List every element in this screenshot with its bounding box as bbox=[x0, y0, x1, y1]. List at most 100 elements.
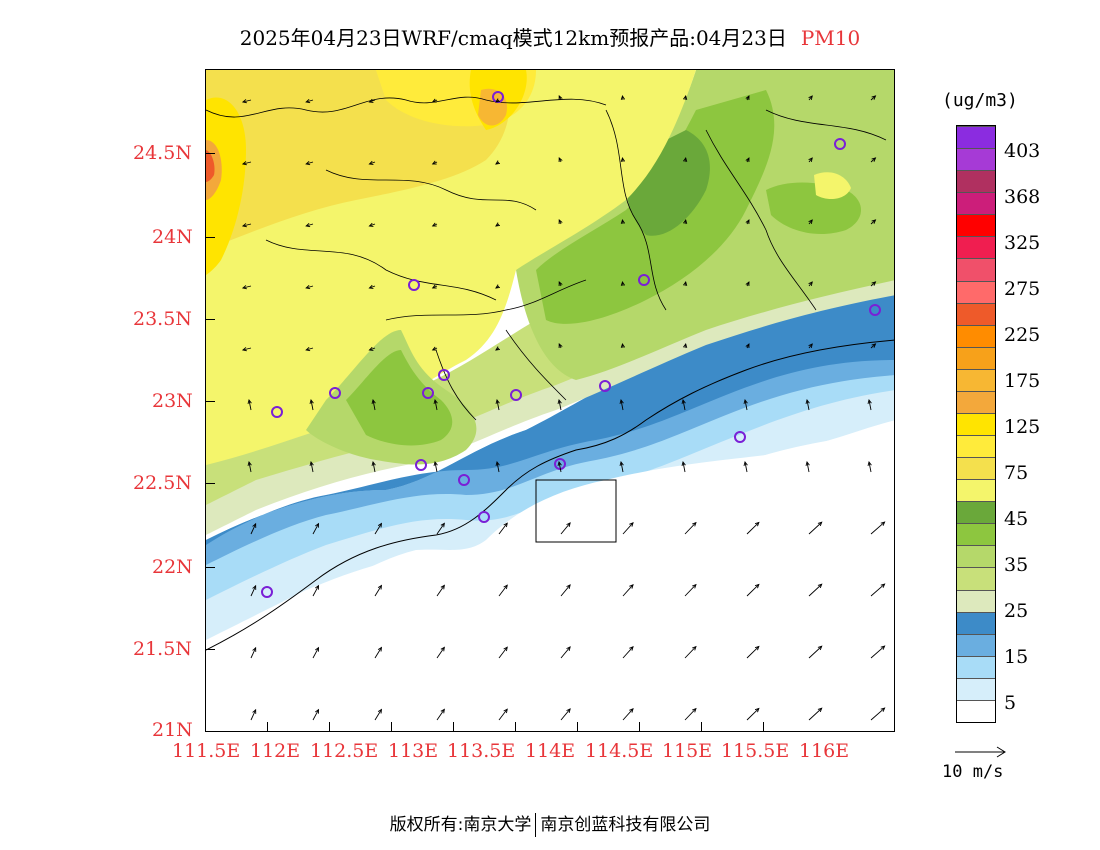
wind-arrow-head bbox=[252, 584, 257, 590]
wind-arrow-head bbox=[808, 157, 813, 162]
wind-arrow bbox=[558, 399, 562, 411]
y-tick bbox=[205, 731, 215, 732]
x-tick bbox=[391, 722, 392, 732]
footer: 版权所有:南京大学 南京创蓝科技有限公司 bbox=[0, 810, 1100, 837]
colorbar-label: 325 bbox=[1004, 232, 1041, 254]
map-plot-area bbox=[205, 69, 895, 732]
concentration-map bbox=[206, 70, 894, 731]
wind-arrow bbox=[310, 399, 314, 411]
wind-arrow-head bbox=[309, 398, 314, 404]
colorbar-segment bbox=[957, 148, 995, 171]
x-tick-label: 114E bbox=[525, 740, 576, 762]
colorbar-segment bbox=[957, 523, 995, 546]
colorbar-segment bbox=[957, 677, 995, 700]
x-tick-label: 113E bbox=[388, 740, 439, 762]
wind-arrow bbox=[622, 708, 634, 721]
wind-arrow bbox=[746, 646, 760, 659]
wind-arrow bbox=[744, 399, 748, 411]
wind-arrow bbox=[746, 708, 760, 721]
wind-arrow-head bbox=[880, 707, 886, 712]
colorbar-segment bbox=[957, 280, 995, 303]
wind-arrow bbox=[436, 585, 445, 597]
wind-arrow-head bbox=[808, 281, 813, 286]
colorbar-segment bbox=[957, 258, 995, 281]
y-tick-label: 21.5N bbox=[133, 638, 192, 660]
org-text: 南京创蓝科技有限公司 bbox=[540, 815, 711, 835]
wind-arrow bbox=[374, 523, 382, 535]
wind-arrow-head bbox=[495, 398, 500, 404]
wind-arrow bbox=[496, 399, 500, 411]
wind-arrow-head bbox=[745, 343, 750, 349]
wind-arrow bbox=[870, 521, 885, 535]
wind-arrow-head bbox=[871, 95, 877, 100]
wind-arrow-head bbox=[495, 160, 500, 165]
colorbar-label: 275 bbox=[1004, 278, 1041, 300]
wind-arrow bbox=[496, 461, 500, 473]
wind-arrow-head bbox=[305, 160, 311, 166]
wind-arrow-head bbox=[566, 522, 571, 527]
wind-arrow-head bbox=[503, 522, 508, 528]
wind-arrow-head bbox=[745, 281, 750, 287]
wind-arrow-head bbox=[681, 398, 686, 404]
wind-arrow-head bbox=[692, 521, 697, 527]
wind-arrow bbox=[250, 585, 257, 597]
wind-arrow-head bbox=[305, 222, 311, 228]
wind-arrow-head bbox=[315, 708, 320, 714]
wind-arrow bbox=[306, 285, 314, 289]
colorbar-segment bbox=[957, 324, 995, 347]
colorbar-segment bbox=[957, 589, 995, 612]
wind-arrow bbox=[436, 523, 445, 535]
wind-arrow-head bbox=[683, 156, 688, 162]
wind-arrow bbox=[870, 645, 885, 659]
wind-arrow-head bbox=[683, 280, 688, 286]
copyright-text: 版权所有:南京大学 bbox=[389, 815, 532, 835]
x-tick-label: 112.5E bbox=[310, 740, 379, 762]
wind-arrow bbox=[498, 522, 508, 535]
wind-arrow-head bbox=[619, 460, 624, 466]
wind-arrow bbox=[682, 399, 686, 411]
x-tick bbox=[329, 722, 330, 732]
wind-arrow-head bbox=[241, 285, 247, 290]
x-tick bbox=[515, 722, 516, 732]
wind-arrow-head bbox=[371, 460, 376, 466]
wind-arrow-head bbox=[252, 522, 257, 528]
wind-arrow bbox=[306, 161, 314, 165]
wind-arrow bbox=[682, 461, 686, 473]
wind-arrow bbox=[312, 647, 319, 659]
wind-arrow bbox=[436, 709, 445, 721]
wind-arrow-head bbox=[566, 646, 571, 651]
x-tick-label: 116E bbox=[799, 740, 850, 762]
colorbar-segment bbox=[957, 655, 995, 678]
wind-arrow bbox=[808, 707, 823, 721]
wind-arrow bbox=[560, 584, 571, 597]
wind-arrow-head bbox=[431, 284, 437, 289]
wind-arrow-head bbox=[619, 398, 624, 404]
wind-arrow-head bbox=[241, 223, 247, 228]
wind-arrow-head bbox=[880, 521, 886, 526]
wind-arrow-head bbox=[440, 646, 445, 652]
wind-arrow bbox=[372, 399, 376, 411]
y-tick bbox=[205, 483, 215, 484]
wind-arrow bbox=[242, 347, 252, 351]
wind-arrow bbox=[560, 708, 571, 721]
y-tick-label: 22.5N bbox=[133, 472, 192, 494]
x-tick bbox=[577, 722, 578, 732]
wind-arrow-head bbox=[745, 157, 750, 163]
wind-arrow-head bbox=[754, 521, 760, 527]
wind-arrow-head bbox=[377, 584, 382, 590]
wind-arrow-head bbox=[368, 346, 374, 351]
wind-arrow bbox=[684, 584, 697, 597]
colorbar-segment bbox=[957, 236, 995, 259]
wind-arrow-head bbox=[440, 584, 445, 590]
wind-reference-arrow bbox=[955, 746, 1006, 758]
wind-arrow bbox=[372, 461, 376, 473]
y-tick-label: 22N bbox=[152, 556, 193, 578]
wind-arrow-head bbox=[805, 460, 810, 466]
wind-arrow-head bbox=[377, 646, 382, 652]
wind-arrow-head bbox=[808, 95, 813, 100]
x-tick bbox=[205, 722, 206, 732]
wind-arrow bbox=[248, 399, 252, 411]
wind-arrow-head bbox=[558, 343, 563, 349]
wind-arrow-head bbox=[558, 219, 563, 225]
wind-arrow-head bbox=[817, 521, 823, 527]
